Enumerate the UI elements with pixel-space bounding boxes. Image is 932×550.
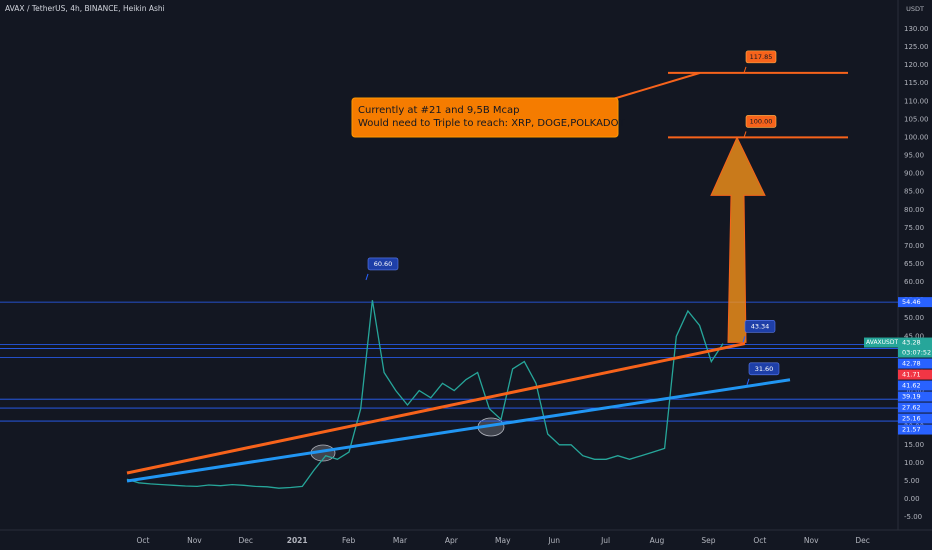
x-tick-label: Apr (445, 536, 459, 545)
callout-leader (365, 273, 369, 281)
y-tick-label: 0.00 (904, 495, 920, 503)
y-tick-label: 75.00 (904, 224, 924, 232)
y-tick-label: -5.00 (904, 513, 922, 521)
y-tick-label: 65.00 (904, 260, 924, 268)
axis-marker-label: 43.28 (902, 339, 921, 347)
y-tick-label: 10.00 (904, 459, 924, 467)
note-text: Would need to Triple to reach: XRP, DOGE… (358, 118, 625, 129)
callout-label: 43.34 (751, 322, 770, 330)
axis-marker (898, 413, 932, 424)
x-tick-label: Feb (342, 536, 356, 545)
y-tick-label: 110.00 (904, 97, 929, 105)
axis-marker-label: 27.62 (902, 404, 921, 412)
axis-marker-label: 39.19 (902, 393, 921, 401)
y-tick-label: 95.00 (904, 152, 924, 160)
axis-marker (898, 369, 932, 380)
callout-label: 117.85 (750, 53, 773, 61)
note-text: Currently at #21 and 9,5B Mcap (358, 105, 519, 116)
note-box (351, 97, 619, 138)
y-tick-label: 100.00 (904, 133, 929, 141)
chart-title: AVAX / TetherUS, 4h, BINANCE, Heikin Ash… (5, 4, 165, 13)
countdown: 03:07:52 (902, 349, 931, 357)
axis-marker-label: 42.78 (902, 360, 921, 368)
axis-marker-label: 41.71 (902, 371, 921, 379)
x-tick-label: Mar (393, 536, 408, 545)
axis-marker (898, 297, 932, 308)
axis-marker-label: 41.62 (902, 382, 921, 390)
y-tick-label: 130.00 (904, 25, 929, 33)
currency-label: USDT (906, 5, 924, 13)
trendline (126, 342, 746, 475)
trendline (126, 378, 791, 483)
callout-box (745, 50, 777, 64)
y-tick-label: 125.00 (904, 43, 929, 51)
y-tick-label: 5.00 (904, 477, 920, 485)
y-tick-label: 90.00 (904, 170, 924, 178)
x-tick-label: Dec (239, 536, 254, 545)
callout-box (367, 257, 399, 271)
axis-marker-label: 54.46 (902, 298, 921, 306)
x-tick-label: Nov (804, 536, 819, 545)
y-tick-label: 30.00 (904, 387, 924, 395)
y-tick-label: 105.00 (904, 115, 929, 123)
callout-box (748, 362, 780, 376)
y-tick-label: 120.00 (904, 61, 929, 69)
x-tick-label: Sep (701, 536, 715, 545)
callout-leader (743, 66, 747, 74)
axis-marker (898, 358, 932, 369)
axis-marker (898, 391, 932, 402)
y-tick-label: 115.00 (904, 79, 929, 87)
callout-label: 31.60 (755, 365, 774, 373)
y-tick-label: 50.00 (904, 314, 924, 322)
callout-leader (742, 336, 746, 343)
y-tick-label: 70.00 (904, 242, 924, 250)
axis-marker-label: 25.16 (902, 415, 921, 423)
y-tick-label: 85.00 (904, 188, 924, 196)
callout-leader (746, 378, 750, 385)
axis-marker (898, 380, 932, 391)
x-tick-label: 2021 (287, 536, 308, 545)
x-tick-label: Nov (187, 536, 202, 545)
y-tick-label: 80.00 (904, 206, 924, 214)
x-tick-label: Oct (753, 536, 766, 545)
target-arrow (710, 136, 766, 343)
x-tick-label: May (495, 536, 511, 545)
price-line (126, 300, 724, 489)
x-tick-label: Aug (650, 536, 665, 545)
symbol-tag (864, 337, 898, 348)
callout-box (744, 320, 776, 333)
x-tick-label: Oct (137, 536, 150, 545)
axis-marker (898, 337, 932, 358)
axis-marker (898, 402, 932, 413)
y-tick-label: 45.00 (904, 332, 924, 340)
x-tick-label: Dec (855, 536, 870, 545)
x-tick-label: Jun (547, 536, 560, 545)
y-tick-label: 60.00 (904, 278, 924, 286)
callout-label: 60.60 (374, 260, 393, 268)
callout-leader (743, 131, 747, 138)
callout-label: 100.00 (750, 117, 773, 125)
x-tick-label: Jul (600, 536, 610, 545)
y-tick-label: 15.00 (904, 441, 924, 449)
symbol-name: AVAXUSDT (866, 339, 898, 346)
axis-marker-label: 21.57 (902, 426, 921, 434)
axis-marker (898, 424, 932, 435)
callout-box (745, 115, 777, 128)
